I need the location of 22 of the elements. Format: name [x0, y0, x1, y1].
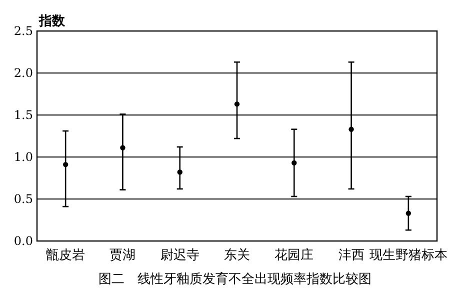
x-tick-label: 尉迟寺: [160, 248, 200, 263]
point: [62, 162, 68, 168]
point: [292, 160, 297, 166]
y-tick-label: 1.0: [14, 150, 33, 164]
point: [177, 170, 182, 175]
x-tick-label: 花园庄: [274, 248, 314, 263]
point: [120, 145, 126, 150]
y-tick-label: 1.5: [14, 108, 33, 122]
y-tick-label: 2.0: [14, 66, 33, 80]
x-tick-label: 沣西: [338, 248, 364, 263]
y-tick-label: 2.5: [14, 24, 33, 38]
y-tick-label: 0.5: [14, 192, 33, 206]
x-tick-label: 甑皮岩: [46, 248, 86, 263]
y-tick-label: 0.0: [14, 234, 33, 248]
point: [234, 101, 240, 107]
y-axis-title: 指数: [38, 14, 66, 29]
x-tick-label: 贾湖: [110, 248, 136, 263]
x-tick-label: 东关: [224, 248, 250, 263]
text: 图二 线性牙釉质发育不全出现频率指数比较图: [98, 271, 372, 287]
point: [348, 126, 354, 132]
point: [406, 210, 412, 216]
x-tick-label: 现生野猪标本: [369, 248, 448, 263]
